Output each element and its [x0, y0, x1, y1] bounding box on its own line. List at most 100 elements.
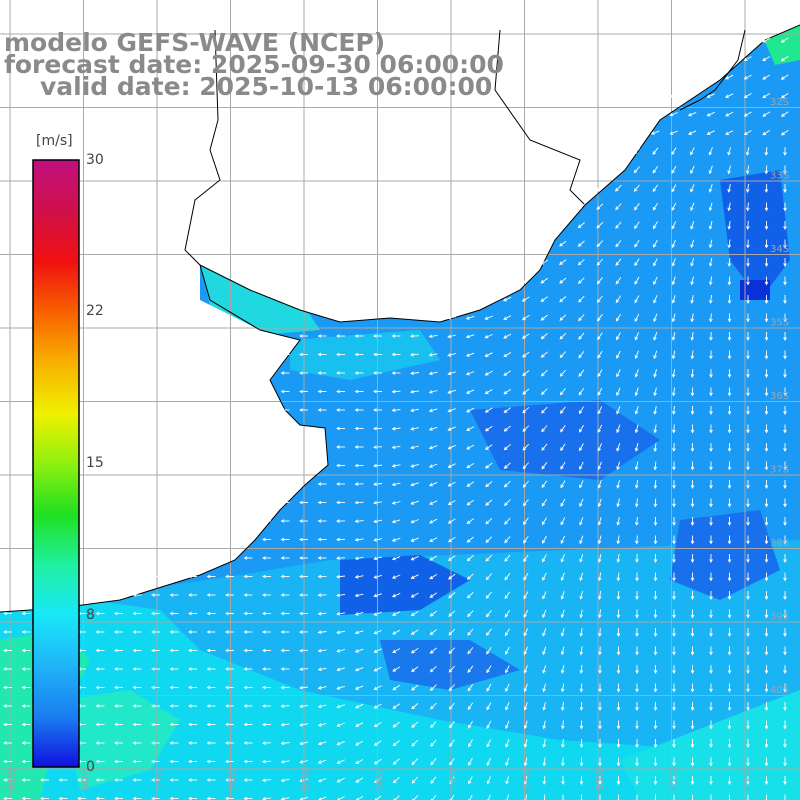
lon-label: 55W: [448, 767, 459, 790]
wind-arrow: [727, 406, 732, 415]
wind-arrow: [373, 648, 382, 653]
wind-arrow: [690, 184, 695, 193]
wind-arrow: [354, 685, 364, 690]
wind-arrow: [280, 759, 290, 764]
wind-arrow: [225, 759, 234, 764]
wind-arrow: [596, 185, 604, 192]
wind-arrow: [746, 461, 750, 471]
wind-arrow: [671, 405, 676, 415]
wind-arrow: [746, 572, 750, 582]
wind-arrow: [336, 556, 346, 560]
wind-arrow: [633, 184, 640, 192]
wind-arrow: [114, 741, 123, 745]
wind-arrow: [206, 759, 216, 764]
wind-arrow: [578, 314, 585, 322]
wind-arrow: [317, 704, 327, 709]
wind-arrow: [317, 482, 327, 486]
wind-arrow: [633, 166, 640, 174]
wind-arrow: [616, 628, 621, 637]
wind-arrow: [169, 796, 179, 800]
wind-arrow: [708, 165, 713, 175]
wind-arrow: [486, 628, 492, 636]
wind-arrow: [616, 739, 621, 748]
wind-arrow: [391, 389, 401, 394]
wind-arrow: [243, 611, 253, 616]
wind-arrow: [151, 648, 160, 653]
lon-label: 56W: [375, 767, 386, 790]
wind-arrow: [672, 424, 676, 434]
wind-arrow: [505, 794, 509, 800]
wind-arrow: [504, 573, 511, 581]
wind-arrow: [764, 535, 769, 545]
wind-arrow: [560, 701, 565, 711]
wind-arrow: [783, 313, 787, 323]
wind-arrow: [745, 202, 750, 212]
colorbar-gradient: [32, 159, 80, 768]
wind-arrow: [560, 535, 566, 544]
wind-arrow: [559, 388, 566, 396]
wind-arrow: [560, 591, 565, 600]
wind-arrow: [690, 461, 695, 471]
wind-arrow: [449, 776, 455, 785]
land-area: [0, 0, 800, 612]
wind-arrow: [596, 295, 603, 303]
wind-arrow: [391, 352, 401, 357]
wind-arrow: [467, 684, 474, 692]
wind-arrow: [447, 518, 456, 524]
wind-arrow: [151, 685, 160, 690]
wind-arrow: [373, 538, 383, 542]
wind-arrow: [169, 759, 179, 764]
wind-arrow: [783, 387, 787, 397]
wind-arrow: [764, 628, 769, 637]
wind-arrow: [596, 240, 604, 248]
wind-arrow: [447, 334, 457, 339]
title-model: modelo GEFS-WAVE (NCEP): [4, 28, 386, 57]
wind-arrow: [598, 646, 602, 656]
wind-arrow: [616, 553, 621, 563]
wind-arrow: [653, 609, 658, 619]
wind-arrow: [762, 93, 771, 99]
wind-arrow: [762, 129, 771, 136]
wind-arrow: [579, 517, 584, 526]
wind-arrow: [672, 480, 676, 489]
lon-label: 52W: [669, 767, 680, 790]
wind-arrow: [522, 425, 530, 432]
wind-arrow: [317, 463, 327, 468]
wind-arrow: [672, 498, 676, 508]
wind-arrow: [3, 685, 12, 690]
wind-arrow: [597, 314, 603, 322]
wind-arrow: [151, 778, 160, 782]
wind-arrow: [671, 276, 676, 286]
wind-arrow: [373, 389, 382, 394]
wind-arrow: [596, 277, 603, 285]
wind-arrow: [616, 776, 621, 785]
wind-arrow: [188, 796, 197, 800]
wind-arrow: [579, 461, 584, 470]
wind-arrow: [21, 759, 31, 764]
title-forecast-date: forecast date: 2025-09-30 06:00:00: [4, 50, 504, 79]
wind-arrow: [336, 426, 345, 431]
wind-arrow: [243, 630, 253, 634]
wind-arrow: [206, 704, 216, 708]
wind-arrow: [484, 425, 493, 432]
wind-arrow: [725, 130, 734, 135]
wind-arrow: [95, 630, 105, 634]
wind-arrow: [521, 278, 530, 283]
wind-arrow: [521, 314, 530, 321]
wind-arrow: [597, 535, 602, 545]
field-patch: [740, 280, 770, 300]
wind-arrow: [484, 297, 493, 302]
wind-arrow: [540, 296, 548, 302]
wind-arrow: [151, 667, 160, 671]
wind-arrow: [373, 519, 382, 524]
wind-arrow: [299, 723, 308, 727]
wind-arrow: [3, 722, 12, 727]
wind-arrow: [635, 535, 639, 545]
wind-arrow: [635, 683, 639, 693]
wind-arrow: [579, 554, 584, 563]
wind-arrow: [783, 739, 787, 748]
wind-arrow: [132, 611, 142, 616]
wind-arrow: [114, 685, 123, 690]
wind-arrow: [598, 757, 602, 767]
